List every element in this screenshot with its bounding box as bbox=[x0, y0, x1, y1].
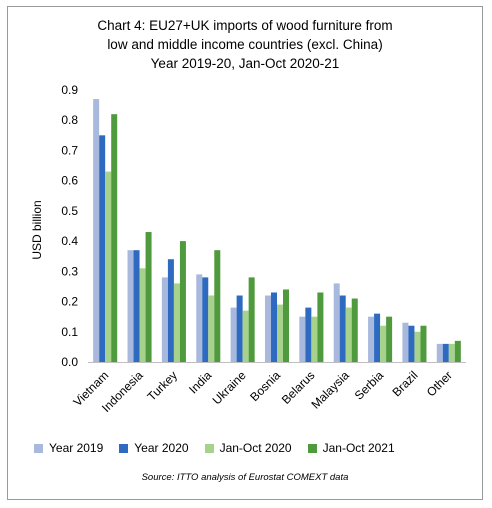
bar-jan-oct-2020-serbia bbox=[380, 325, 387, 362]
bar-jan-oct-2021-indonesia bbox=[145, 232, 152, 362]
bar-jan-oct-2021-belarus bbox=[317, 292, 324, 362]
x-tick-label: India bbox=[186, 368, 215, 397]
legend-label: Year 2019 bbox=[49, 441, 104, 455]
legend-item: Jan-Oct 2020 bbox=[204, 441, 292, 455]
x-tick-label: Turkey bbox=[145, 368, 181, 404]
bar-year-2019-indonesia bbox=[127, 250, 134, 362]
bar-jan-oct-2020-ukraine bbox=[242, 310, 249, 362]
chart-frame bbox=[7, 6, 483, 500]
y-tick-label: 0.0 bbox=[61, 355, 78, 369]
bar-jan-oct-2021-vietnam bbox=[111, 114, 118, 363]
legend-swatch bbox=[34, 443, 43, 453]
legend-item: Jan-Oct 2021 bbox=[307, 441, 395, 455]
bar-year-2019-ukraine bbox=[230, 307, 237, 362]
bar-jan-oct-2021-brazil bbox=[420, 325, 427, 362]
bar-jan-oct-2020-other bbox=[448, 343, 455, 362]
legend-item: Year 2020 bbox=[119, 441, 189, 455]
bar-jan-oct-2020-belarus bbox=[311, 316, 318, 362]
y-tick-label: 0.8 bbox=[61, 113, 78, 127]
bar-year-2019-other bbox=[436, 343, 443, 362]
x-tick-label: Malaysia bbox=[308, 368, 352, 412]
bar-year-2019-bosnia bbox=[264, 295, 271, 362]
y-tick-label: 0.4 bbox=[61, 234, 78, 248]
bar-year-2020-brazil bbox=[408, 325, 415, 362]
x-tick-label: Brazil bbox=[389, 368, 420, 399]
y-tick-label: 0.5 bbox=[61, 204, 78, 218]
bar-year-2020-ukraine bbox=[236, 295, 243, 362]
bar-jan-oct-2020-malaysia bbox=[345, 307, 352, 362]
bar-jan-oct-2021-turkey bbox=[179, 241, 186, 362]
bar-jan-oct-2021-malaysia bbox=[351, 298, 358, 362]
bar-jan-oct-2021-ukraine bbox=[248, 277, 255, 362]
legend-label: Year 2020 bbox=[134, 441, 189, 455]
bar-jan-oct-2020-brazil bbox=[414, 331, 421, 362]
chart-title-line-3: Year 2019-20, Jan-Oct 2020-21 bbox=[150, 56, 340, 71]
legend-item: Year 2019 bbox=[34, 441, 103, 455]
bar-year-2020-other bbox=[442, 343, 449, 362]
x-tick-label: Bosnia bbox=[247, 368, 283, 404]
chart-title-line-1: Chart 4: EU27+UK imports of wood furnitu… bbox=[97, 18, 393, 33]
bar-jan-oct-2020-turkey bbox=[173, 283, 180, 362]
bar-jan-oct-2021-bosnia bbox=[283, 289, 290, 362]
bar-year-2020-vietnam bbox=[99, 135, 106, 362]
x-tick-label: Serbia bbox=[352, 368, 387, 403]
y-tick-label: 0.3 bbox=[61, 264, 78, 278]
bar-year-2020-indonesia bbox=[133, 250, 140, 362]
bar-year-2019-turkey bbox=[161, 277, 168, 362]
legend-swatch bbox=[307, 443, 317, 453]
bar-year-2020-turkey bbox=[167, 259, 174, 362]
bar-year-2019-vietnam bbox=[93, 99, 100, 362]
y-tick-label: 0.1 bbox=[61, 325, 78, 339]
bar-year-2019-brazil bbox=[402, 322, 409, 362]
bar-year-2020-india bbox=[202, 277, 209, 362]
y-tick-label: 0.2 bbox=[61, 295, 78, 309]
bar-year-2019-malaysia bbox=[333, 283, 340, 362]
y-tick-label: 0.7 bbox=[61, 143, 78, 157]
y-tick-label: 0.6 bbox=[61, 174, 78, 188]
legend-label: Jan-Oct 2021 bbox=[322, 441, 395, 455]
bar-year-2019-india bbox=[196, 274, 203, 362]
bar-jan-oct-2020-indonesia bbox=[139, 268, 146, 362]
x-tick-label: Other bbox=[424, 368, 455, 399]
legend-swatch bbox=[119, 443, 129, 453]
chart-title-line-2: low and middle income countries (excl. C… bbox=[107, 37, 383, 52]
legend: Year 2019 Year 2020 Jan-Oct 2020 Jan-Oct 20… bbox=[34, 441, 474, 455]
bar-jan-oct-2021-other bbox=[454, 340, 461, 362]
bar-year-2020-bosnia bbox=[270, 292, 277, 362]
source-note: Source: ITTO analysis of Eurostat COMEXT… bbox=[141, 472, 349, 483]
legend-label: Jan-Oct 2020 bbox=[219, 441, 292, 455]
bar-jan-oct-2020-india bbox=[208, 295, 215, 362]
bar-jan-oct-2020-vietnam bbox=[105, 171, 112, 362]
bar-year-2019-belarus bbox=[299, 316, 306, 362]
y-axis-label: USD billion bbox=[30, 200, 44, 259]
bar-year-2020-malaysia bbox=[339, 295, 346, 362]
y-tick-label: 0.9 bbox=[61, 83, 78, 97]
x-tick-label: Ukraine bbox=[210, 368, 249, 407]
y-axis: 0.0 0.1 0.2 0.3 0.4 0.5 0.6 0.7 0.8 0.9 bbox=[61, 83, 78, 369]
bar-year-2020-belarus bbox=[305, 307, 312, 362]
bar-jan-oct-2021-india bbox=[214, 250, 221, 362]
bar-year-2020-serbia bbox=[374, 313, 381, 362]
bar-jan-oct-2020-bosnia bbox=[277, 304, 284, 362]
legend-swatch bbox=[204, 443, 214, 453]
bar-jan-oct-2021-serbia bbox=[386, 316, 393, 362]
bars-group bbox=[93, 99, 461, 363]
bar-year-2019-serbia bbox=[368, 316, 375, 362]
chart-title: Chart 4: EU27+UK imports of wood furnitu… bbox=[7, 16, 483, 73]
